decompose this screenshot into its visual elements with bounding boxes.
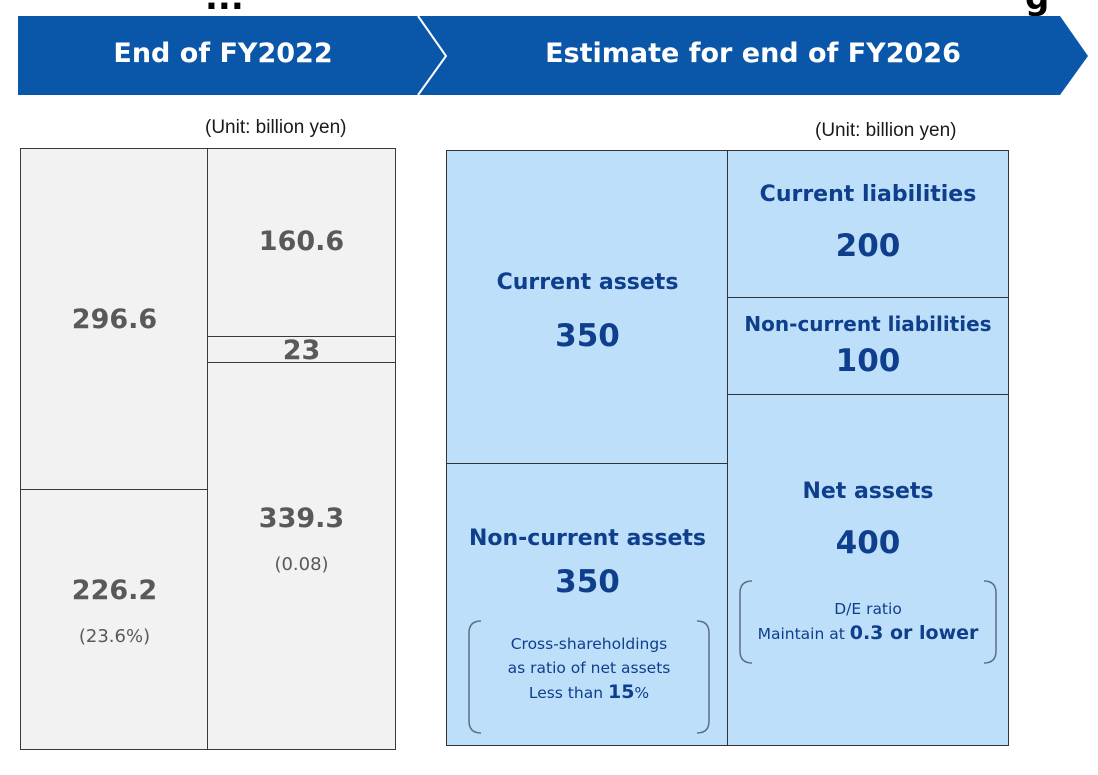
de-ratio-note-prefix: Maintain at (757, 625, 845, 643)
de-ratio-bracket (739, 580, 997, 664)
fy2022-net-value: 339.3 (258, 503, 345, 534)
cross-shareholdings-note-line3: Less than 15% (465, 680, 713, 705)
de-ratio-note: D/E ratio Maintain at 0.3 or lower (736, 597, 1000, 646)
fy2026-net-assets-value: 400 (835, 525, 901, 561)
fy2026-current-liabilities-box: Current liabilities 200 (727, 150, 1009, 299)
unit-label-fy2026: (Unit: billion yen) (815, 120, 957, 141)
banner-divider (417, 15, 448, 96)
cross-shareholdings-note-line1: Cross-shareholdings (510, 635, 668, 653)
fy2026-noncurrent-assets-value: 350 (555, 564, 620, 600)
banner-left-chevron (18, 16, 446, 95)
fy2026-noncurrent-liabilities-label: Non-current liabilities (744, 312, 992, 336)
fy2026-net-assets-box: Net assets 400 D/E ratio Maintain at 0.3… (727, 394, 1009, 746)
fy2026-noncurrent-liabilities-box: Non-current liabilities 100 (727, 297, 1009, 396)
fy2026-noncurrent-assets-box: Non-current assets 350 Cross-shareholdin… (446, 463, 729, 746)
de-ratio-note-value: 0.3 or lower (849, 622, 979, 644)
de-ratio-note-line2: Maintain at 0.3 or lower (736, 621, 1000, 646)
cross-shareholdings-note-prefix: Less than (528, 684, 604, 702)
fy2022-net-box: 339.3 (0.08) (207, 362, 396, 750)
cropped-title-left: ... (205, 0, 244, 18)
banner-left-label: End of FY2022 (113, 38, 333, 69)
fy2022-assets-bottom-value: 226.2 (71, 575, 158, 606)
fy2022-assets-bottom-pct: (23.6%) (78, 626, 151, 647)
fy2022-net-ratio: (0.08) (274, 554, 329, 575)
fy2022-liab-top-box: 160.6 (207, 148, 396, 338)
fy2022-liab-mid-value: 23 (282, 336, 321, 364)
unit-label-fy2022: (Unit: billion yen) (205, 117, 347, 138)
fy2022-liab-top-value: 160.6 (258, 226, 345, 257)
cross-shareholdings-note-value: 15 (607, 681, 635, 703)
fy2022-assets-top-box: 296.6 (20, 148, 209, 491)
fy2022-liab-mid-box: 23 (207, 336, 396, 364)
fy2026-current-liabilities-value: 200 (835, 228, 901, 264)
fy2022-assets-bottom-box: 226.2 (23.6%) (20, 489, 209, 750)
fy2026-noncurrent-liabilities-value: 100 (835, 343, 901, 379)
fy2026-net-assets-label: Net assets (802, 479, 934, 504)
de-ratio-note-line1: D/E ratio (834, 600, 902, 618)
fy2026-current-assets-value: 350 (555, 318, 620, 354)
banner-right-label: Estimate for end of FY2026 (545, 38, 961, 69)
fy2026-current-assets-label: Current assets (496, 270, 679, 295)
fy2022-assets-top-value: 296.6 (71, 304, 158, 335)
cross-shareholdings-note-suffix: % (634, 684, 650, 702)
cross-shareholdings-note-line2: as ratio of net assets (507, 659, 671, 677)
banner-arrow (18, 15, 1088, 96)
fy2026-current-assets-box: Current assets 350 (446, 150, 729, 465)
cross-shareholdings-bracket (468, 620, 710, 734)
cropped-title-right: g (1025, 0, 1049, 18)
banner-right-chevron (410, 16, 1088, 95)
cross-shareholdings-note: Cross-shareholdings as ratio of net asse… (465, 632, 713, 705)
fy2026-current-liabilities-label: Current liabilities (759, 182, 977, 207)
fy2026-noncurrent-assets-label: Non-current assets (468, 526, 707, 551)
